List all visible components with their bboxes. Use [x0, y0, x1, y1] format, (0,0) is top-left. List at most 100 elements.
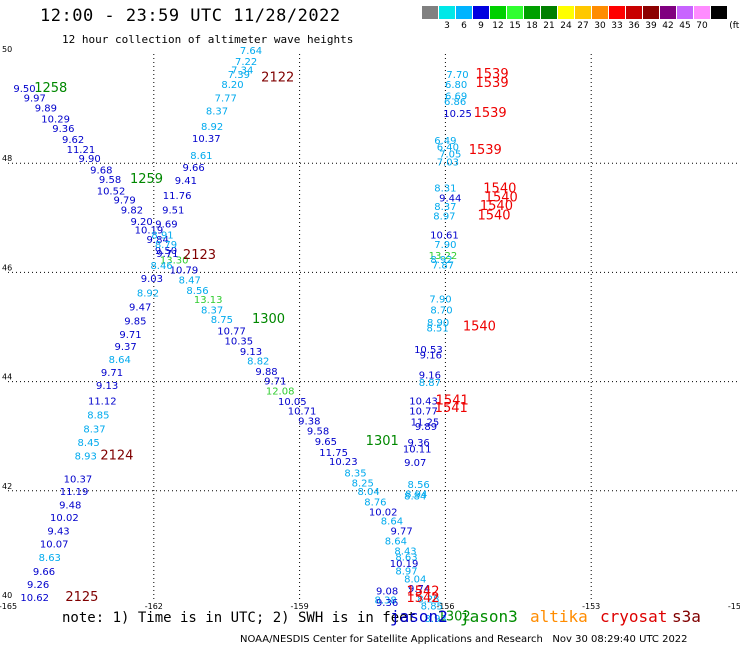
pass-number-label: 2125 — [65, 590, 98, 605]
color-scale-tick-label: 6 — [461, 21, 467, 31]
wave-height-point: 9.20 — [131, 217, 153, 228]
pass-number-label: 1541 — [436, 394, 469, 409]
color-scale-tick-label: 36 — [628, 21, 640, 31]
wave-height-point: 8.92 — [137, 288, 159, 299]
wave-height-point: 9.89 — [35, 103, 57, 114]
y-tick-label: 40 — [2, 591, 12, 600]
wave-height-point: 9.48 — [59, 500, 81, 511]
wave-height-point: 7.77 — [215, 94, 237, 105]
wave-height-point: 7.34 — [231, 66, 253, 77]
wave-height-point: 10.19 — [390, 559, 419, 570]
wave-height-point: 9.08 — [376, 587, 398, 598]
wave-height-point: 8.64 — [381, 517, 403, 528]
wave-height-point: 9.85 — [124, 316, 146, 327]
wave-height-point: 9.88 — [255, 367, 277, 378]
wave-height-point: 8.91 — [151, 231, 173, 242]
color-scale-swatch — [626, 6, 642, 19]
wave-height-point: 8.90 — [427, 318, 449, 329]
wave-height-point: 9.69 — [155, 220, 177, 231]
wave-height-point: 8.51 — [426, 323, 448, 334]
wave-height-point: 10.52 — [97, 186, 126, 197]
wave-height-point: 9.26 — [27, 580, 49, 591]
wave-height-point: 6.49 — [434, 136, 456, 147]
color-scale-swatch — [524, 6, 540, 19]
wave-height-point: 10.77 — [217, 327, 246, 338]
wave-height-point: 9.07 — [404, 458, 426, 469]
wave-height-point: 13.13 — [194, 295, 223, 306]
pass-number-label: 1258 — [34, 81, 67, 96]
pass-number-label: 2123 — [183, 248, 216, 263]
wave-height-point: 8.47 — [179, 275, 201, 286]
wave-height-point: 9.50 — [155, 246, 177, 257]
wave-height-point: 7.90 — [434, 240, 456, 251]
color-scale-swatch — [575, 6, 591, 19]
wave-height-point: 8.37 — [201, 305, 223, 316]
color-scale-tick-label: 18 — [526, 21, 538, 31]
wave-height-point: 11.76 — [163, 191, 192, 202]
pass-number-label: 1542 — [406, 585, 439, 600]
wave-height-point: 7.22 — [235, 57, 257, 68]
color-scale-unit: (ft) — [729, 21, 740, 31]
color-scale-tick-label: 3 — [444, 21, 450, 31]
wave-height-point: 10.29 — [41, 114, 70, 125]
color-scale-swatch — [490, 6, 506, 19]
wave-height-point: 8.75 — [211, 315, 233, 326]
wave-height-point: 8.93 — [75, 452, 97, 463]
wave-height-point: 8.37 — [434, 202, 456, 213]
wave-height-point: 10.23 — [329, 457, 358, 468]
color-scale-swatch — [694, 6, 710, 19]
color-scale-tick-label: 15 — [509, 21, 521, 31]
wave-height-point: 9.97 — [24, 94, 46, 105]
wave-height-point: 8.93 — [425, 614, 447, 625]
pass-number-label: 1539 — [476, 67, 509, 82]
wave-height-point: 9.16 — [420, 351, 442, 362]
wave-height-point: 9.71 — [101, 368, 123, 379]
wave-height-point: 11.12 — [88, 397, 117, 408]
pass-number-label: 1541 — [435, 401, 468, 416]
grid-lines — [8, 54, 737, 600]
wave-height-point: 8.31 — [434, 184, 456, 195]
wave-height-point: 9.03 — [141, 274, 163, 285]
x-tick-label: -165 — [0, 602, 17, 611]
wave-height-point: 8.97 — [433, 211, 455, 222]
color-scale-tick-label: 39 — [645, 21, 657, 31]
wave-height-point: 9.41 — [175, 176, 197, 187]
color-scale-swatch — [558, 6, 574, 19]
pass-number-label: 1539 — [476, 76, 509, 91]
wave-height-point: 8.76 — [364, 498, 386, 509]
wave-height-point: 8.45 — [78, 438, 100, 449]
pass-number-label: 1540 — [463, 319, 496, 334]
wave-height-point: 6.40 — [437, 143, 459, 154]
wave-height-point: 11.19 — [60, 487, 89, 498]
wave-height-point: 9.47 — [129, 303, 151, 314]
wave-height-point: 6.86 — [444, 97, 466, 108]
wave-height-point: 9.37 — [114, 342, 136, 353]
wave-height-point: 8.20 — [221, 80, 243, 91]
wave-height-point: 10.05 — [278, 397, 307, 408]
pass-labels: 1258 1259 1300 1301 1302 2122 2123 2124 2125 1539… — [34, 67, 518, 625]
y-tick-label: 50 — [2, 45, 12, 54]
pass-number-label: 1301 — [366, 434, 399, 449]
color-scale-swatch — [456, 6, 472, 19]
color-scale-swatch — [473, 6, 489, 19]
wave-height-point: 10.19 — [135, 226, 164, 237]
y-tick-label: 48 — [2, 154, 12, 163]
wave-height-point: 8.35 — [344, 469, 366, 480]
wave-height-point: 9.79 — [114, 196, 136, 207]
pass-number-label: 1540 — [485, 190, 518, 205]
mission-legend-s3a: s3a — [672, 607, 701, 626]
wave-height-point: 10.62 — [20, 593, 49, 604]
color-scale-swatch — [660, 6, 676, 19]
wave-height-point: 9.68 — [90, 166, 112, 177]
y-tick-label: 42 — [2, 482, 12, 491]
pass-number-label: 1540 — [480, 199, 513, 214]
color-scale-swatch — [507, 6, 523, 19]
wave-height-point: 9.62 — [62, 135, 84, 146]
wave-height-point: 8.28 — [417, 595, 439, 606]
wave-height-point: 9.36 — [52, 124, 74, 135]
wave-height-point: 10.79 — [170, 265, 199, 276]
color-scale-tick-label: 70 — [696, 21, 708, 31]
wave-height-point: 9.36 — [376, 598, 398, 609]
x-tick-label: -159 — [291, 602, 309, 611]
